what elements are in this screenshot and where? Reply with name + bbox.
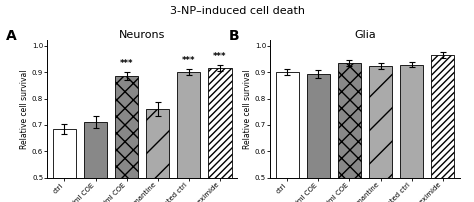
Text: A: A <box>6 29 17 43</box>
Bar <box>275 72 299 202</box>
Bar <box>115 76 138 202</box>
Text: ***: *** <box>213 52 227 61</box>
Bar <box>146 109 169 202</box>
Text: ***: *** <box>120 59 133 68</box>
Title: Glia: Glia <box>354 30 376 40</box>
Bar <box>369 66 392 202</box>
Bar <box>400 65 423 202</box>
Bar <box>338 63 361 202</box>
Text: 3-NP–induced cell death: 3-NP–induced cell death <box>170 6 304 16</box>
Bar <box>84 122 107 202</box>
Text: ***: *** <box>182 56 196 65</box>
Bar <box>307 74 330 202</box>
Bar <box>53 129 76 202</box>
Text: B: B <box>228 29 239 43</box>
Title: Neurons: Neurons <box>119 30 165 40</box>
Bar <box>177 72 201 202</box>
Y-axis label: Relative cell survival: Relative cell survival <box>243 69 252 149</box>
Bar <box>431 55 455 202</box>
Bar <box>208 68 232 202</box>
Y-axis label: Relative cell survival: Relative cell survival <box>20 69 29 149</box>
